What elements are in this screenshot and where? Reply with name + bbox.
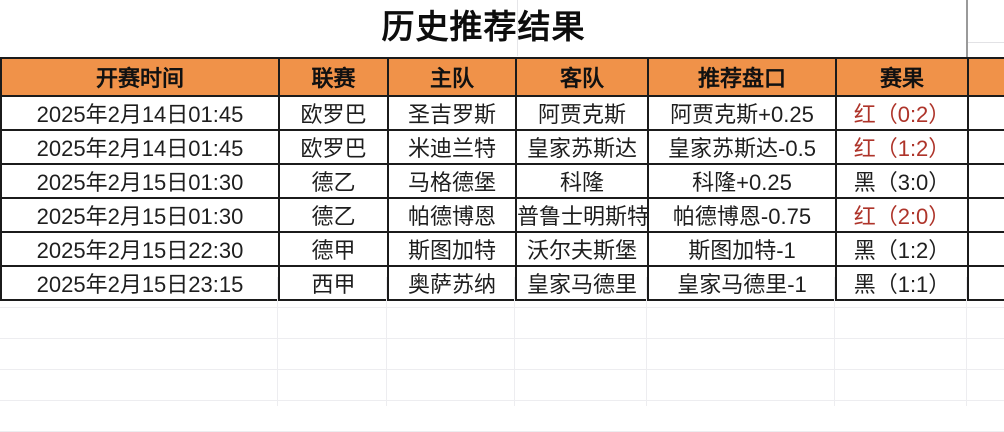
header-cell-result[interactable]: 赛果 bbox=[835, 57, 969, 97]
cell-home-team[interactable]: 奥萨苏纳 bbox=[387, 265, 517, 301]
cell-empty bbox=[967, 197, 1004, 233]
cell-result[interactable]: 红（0:2） bbox=[835, 95, 969, 131]
cell-league[interactable]: 德乙 bbox=[278, 163, 389, 199]
result-text: 黑（3:0） bbox=[853, 170, 951, 195]
header-cell-time[interactable]: 开赛时间 bbox=[0, 57, 280, 97]
cell-away-team[interactable]: 沃尔夫斯堡 bbox=[515, 231, 649, 267]
header-cell-away-team[interactable]: 客队 bbox=[515, 57, 649, 97]
cell-result[interactable]: 红（1:2） bbox=[835, 129, 969, 165]
empty-row bbox=[0, 339, 1004, 370]
result-text: 红（1:2） bbox=[853, 136, 951, 161]
cell-result[interactable]: 黑（3:0） bbox=[835, 163, 969, 199]
cell-time[interactable]: 2025年2月15日01:30 bbox=[0, 163, 280, 199]
cell-handicap[interactable]: 斯图加特-1 bbox=[647, 231, 837, 267]
cell-handicap[interactable]: 帕德博恩-0.75 bbox=[647, 197, 837, 233]
cell-home-team[interactable]: 米迪兰特 bbox=[387, 129, 517, 165]
empty-row bbox=[0, 277, 1004, 308]
table-row: 2025年2月14日01:45 欧罗巴 圣吉罗斯 阿贾克斯 阿贾克斯+0.25 … bbox=[0, 95, 1004, 131]
empty-row bbox=[0, 308, 1004, 339]
gridline-vertical bbox=[514, 277, 515, 406]
cell-handicap[interactable]: 科隆+0.25 bbox=[647, 163, 837, 199]
page-title: 历史推荐结果 bbox=[381, 8, 586, 45]
cell-away-team[interactable]: 皇家马德里 bbox=[515, 265, 649, 301]
cell-away-team[interactable]: 科隆 bbox=[515, 163, 649, 199]
cell-league[interactable]: 西甲 bbox=[278, 265, 389, 301]
table-row: 2025年2月15日01:30 德乙 马格德堡 科隆 科隆+0.25 黑（3:0… bbox=[0, 163, 1004, 199]
empty-sheet-grid bbox=[0, 277, 1004, 432]
cell-time[interactable]: 2025年2月14日01:45 bbox=[0, 129, 280, 165]
gridline-vertical bbox=[517, 0, 518, 56]
gridline-vertical bbox=[834, 277, 835, 406]
result-text: 黑（1:1） bbox=[853, 272, 951, 297]
cell-result[interactable]: 红（2:0） bbox=[835, 197, 969, 233]
cell-home-team[interactable]: 圣吉罗斯 bbox=[387, 95, 517, 131]
gridline-vertical bbox=[386, 277, 387, 406]
cell-time[interactable]: 2025年2月15日22:30 bbox=[0, 231, 280, 267]
results-table: 开赛时间 联赛 主队 客队 推荐盘口 赛果 2025年2月14日01:45 欧罗… bbox=[0, 57, 1004, 301]
cell-empty bbox=[967, 129, 1004, 165]
cell-league[interactable]: 德甲 bbox=[278, 231, 389, 267]
cell-empty bbox=[967, 231, 1004, 267]
table-row: 2025年2月15日22:30 德甲 斯图加特 沃尔夫斯堡 斯图加特-1 黑（1… bbox=[0, 231, 1004, 267]
result-text: 黑（1:2） bbox=[853, 238, 951, 263]
cell-result[interactable]: 黑（1:2） bbox=[835, 231, 969, 267]
cell-home-team[interactable]: 马格德堡 bbox=[387, 163, 517, 199]
cell-home-team[interactable]: 斯图加特 bbox=[387, 231, 517, 267]
table-row: 2025年2月15日23:15 西甲 奥萨苏纳 皇家马德里 皇家马德里-1 黑（… bbox=[0, 265, 1004, 301]
cell-empty bbox=[967, 163, 1004, 199]
cell-league[interactable]: 欧罗巴 bbox=[278, 129, 389, 165]
header-cell-league[interactable]: 联赛 bbox=[278, 57, 389, 97]
table-row: 2025年2月15日01:30 德乙 帕德博恩 普鲁士明斯特 帕德博恩-0.75… bbox=[0, 197, 1004, 233]
header-cell-empty bbox=[967, 57, 1004, 97]
cell-time[interactable]: 2025年2月15日01:30 bbox=[0, 197, 280, 233]
cell-away-team[interactable]: 阿贾克斯 bbox=[515, 95, 649, 131]
cell-league[interactable]: 德乙 bbox=[278, 197, 389, 233]
header-cell-home-team[interactable]: 主队 bbox=[387, 57, 517, 97]
cell-away-team[interactable]: 皇家苏斯达 bbox=[515, 129, 649, 165]
cell-handicap[interactable]: 阿贾克斯+0.25 bbox=[647, 95, 837, 131]
result-text: 红（2:0） bbox=[853, 204, 951, 229]
cell-time[interactable]: 2025年2月14日01:45 bbox=[0, 95, 280, 131]
result-text: 红（0:2） bbox=[853, 102, 951, 127]
gridline-vertical bbox=[646, 277, 647, 406]
cell-result[interactable]: 黑（1:1） bbox=[835, 265, 969, 301]
gridline-vertical bbox=[277, 277, 278, 406]
table-row: 2025年2月14日01:45 欧罗巴 米迪兰特 皇家苏斯达 皇家苏斯达-0.5… bbox=[0, 129, 1004, 165]
empty-row bbox=[0, 370, 1004, 401]
cell-handicap[interactable]: 皇家苏斯达-0.5 bbox=[647, 129, 837, 165]
cell-league[interactable]: 欧罗巴 bbox=[278, 95, 389, 131]
gridline-vertical bbox=[966, 0, 968, 57]
cell-away-team[interactable]: 普鲁士明斯特 bbox=[515, 197, 649, 233]
gridline-horizontal bbox=[968, 42, 1004, 43]
cell-handicap[interactable]: 皇家马德里-1 bbox=[647, 265, 837, 301]
cell-empty bbox=[967, 95, 1004, 131]
cell-time[interactable]: 2025年2月15日23:15 bbox=[0, 265, 280, 301]
cell-empty bbox=[967, 265, 1004, 301]
header-cell-handicap[interactable]: 推荐盘口 bbox=[647, 57, 837, 97]
cell-home-team[interactable]: 帕德博恩 bbox=[387, 197, 517, 233]
gridline-vertical bbox=[966, 277, 967, 406]
header-row: 开赛时间 联赛 主队 客队 推荐盘口 赛果 bbox=[0, 57, 1004, 97]
